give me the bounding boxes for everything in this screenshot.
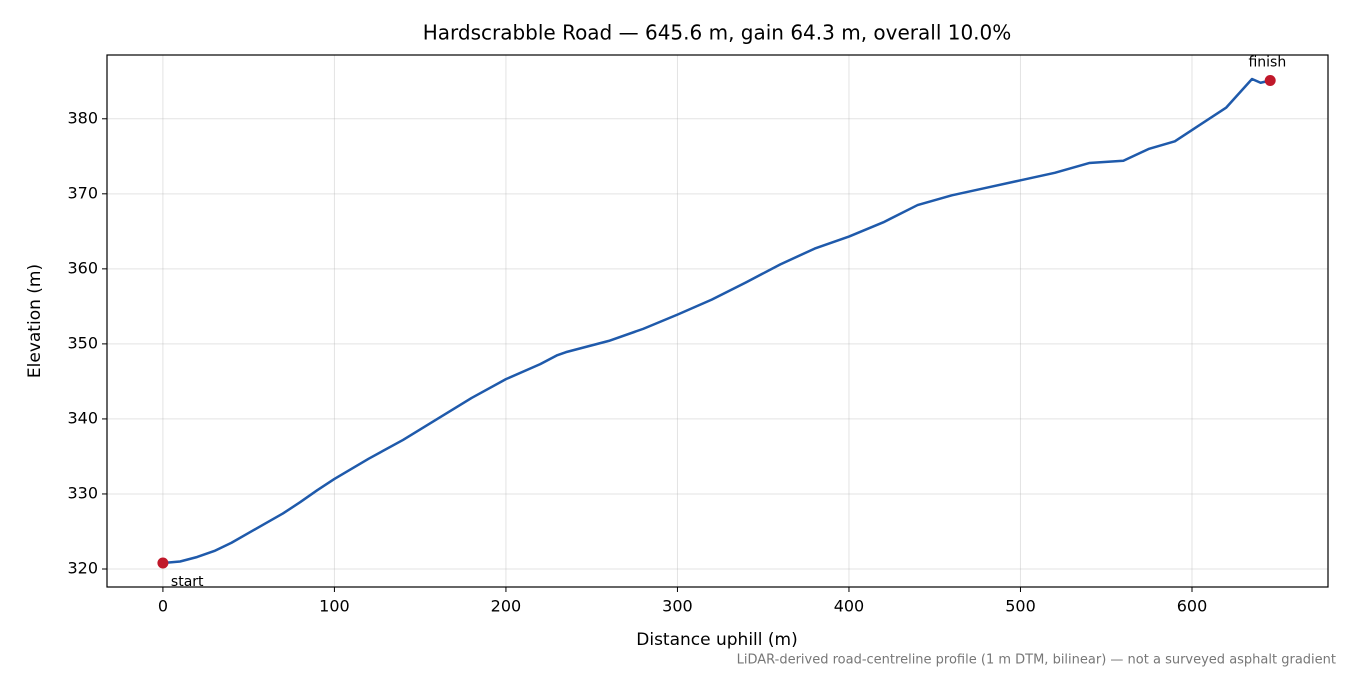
x-tick-label: 200 [491,597,522,616]
y-tick-label: 370 [67,183,98,202]
plot-frame [106,54,1329,588]
chart-title: Hardscrabble Road — 645.6 m, gain 64.3 m… [423,21,1012,45]
endpoint-marker [1264,75,1276,87]
x-tick-label: 400 [834,597,865,616]
y-tick-label: 350 [67,333,98,352]
x-tick-label: 0 [158,597,168,616]
y-tick-label: 320 [67,558,98,577]
footnote: LiDAR-derived road-centreline profile (1… [737,653,1336,668]
y-tick-label: 330 [67,483,98,502]
x-tick-label: 500 [1005,597,1036,616]
y-tick-label: 360 [67,258,98,277]
endpoint-label: finish [1248,55,1286,71]
x-tick-label: 100 [319,597,350,616]
endpoint-label: start [171,574,204,590]
x-tick-label: 600 [1177,597,1208,616]
y-axis-label: Elevation (m) [25,264,45,378]
x-tick-label: 300 [662,597,693,616]
x-axis-label: Distance uphill (m) [636,630,797,650]
endpoint-marker [157,557,169,569]
y-tick-label: 380 [67,108,98,127]
elevation-line [162,77,1271,565]
y-tick-label: 340 [67,408,98,427]
